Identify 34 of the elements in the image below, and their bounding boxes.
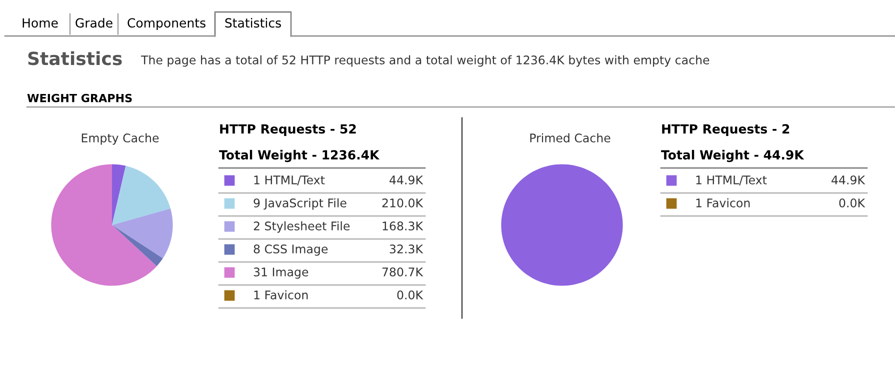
- text: WEIGHT GRAPHS: [27, 94, 132, 102]
- pie-slice: [112, 164, 126, 225]
- text: Grade: [76, 18, 112, 28]
- data-label: 780.7K: [382, 267, 424, 276]
- legend-label: 1 HTML/Text: [696, 176, 767, 186]
- text: The page has a total of 52 HTTP requests and a total weight of 1236.4K bytes with empty cache: [140, 55, 710, 67]
- legend-label: 1 Favicon: [696, 198, 750, 208]
- text: Statistics: [225, 18, 281, 28]
- legend-label: 8 CSS Image: [254, 244, 328, 256]
- data-label: 44.9K: [832, 175, 866, 184]
- text: Components: [128, 18, 206, 30]
- pie-slice: [112, 225, 163, 266]
- legend-label: 1 Favicon: [254, 290, 308, 300]
- chart-title: Empty Cache: [82, 133, 159, 145]
- text: Statistics: [28, 51, 122, 66]
- text: 0.0K: [397, 290, 424, 300]
- legend-label: 1 HTML/Text: [254, 176, 325, 186]
- text: HTTP Requests - 2: [662, 124, 790, 136]
- pie-slice: [112, 166, 171, 225]
- text: Total Weight - 1236.4K: [219, 150, 380, 162]
- text: HTTP Requests - 52: [220, 124, 356, 136]
- data-label: 210.0K: [382, 198, 424, 208]
- legend-label: 9 JavaScript File: [254, 198, 346, 210]
- pie-slice: [112, 208, 173, 258]
- chart-title: Primed Cache: [530, 133, 610, 142]
- text: Total Weight - 44.9K: [661, 150, 804, 162]
- legend-label: 2 Stylesheet File: [254, 221, 350, 233]
- text: 0.0K: [839, 198, 866, 208]
- data-label: 44.9K: [390, 175, 424, 184]
- data-label: 168.3K: [382, 221, 424, 230]
- pie-slice: [51, 164, 157, 286]
- data-label: 32.3K: [390, 244, 424, 254]
- text: Home: [22, 18, 58, 28]
- legend-label: 31 Image: [254, 267, 308, 279]
